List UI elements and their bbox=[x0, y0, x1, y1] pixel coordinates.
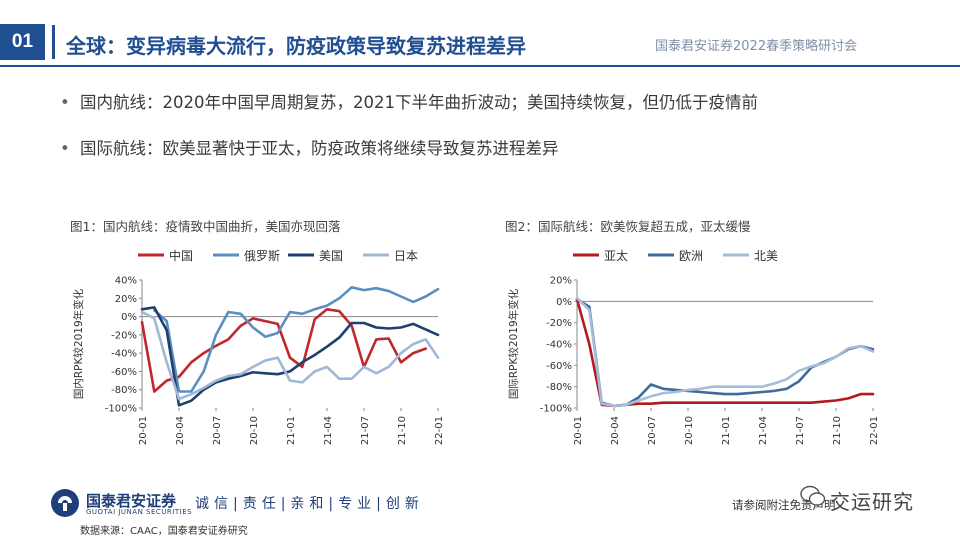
legend-label: 亚太 bbox=[604, 248, 628, 263]
figure-2-caption: 图2：国际航线：欧美恢复超五成，亚太缓慢 bbox=[505, 219, 751, 234]
company-slogan: 诚信|责任|亲和|专业|创新 bbox=[195, 496, 424, 512]
header-bar: 01 全球：变异病毒大流行，防疫政策导致复苏进程差异 国泰君安证券2022春季策… bbox=[0, 0, 960, 74]
y-tick-label: -80% bbox=[546, 382, 572, 393]
conference-tag: 国泰君安证券2022春季策略研讨会 bbox=[655, 39, 858, 54]
series-line bbox=[575, 296, 875, 408]
x-tick-label: 20-04 bbox=[610, 416, 621, 445]
y-tick-label: -40% bbox=[111, 349, 137, 360]
y-tick-label: 0% bbox=[556, 297, 572, 308]
section-number-badge: 01 bbox=[0, 24, 45, 60]
y-tick-label: 0% bbox=[121, 312, 137, 323]
y-tick-label: -20% bbox=[111, 330, 137, 341]
legend-label: 中国 bbox=[169, 248, 193, 263]
x-tick-label: 21-07 bbox=[360, 416, 371, 445]
x-tick-label: 21-07 bbox=[795, 416, 806, 445]
x-tick-label: 21-04 bbox=[323, 416, 334, 445]
series-line bbox=[575, 297, 875, 408]
page-title: 全球：变异病毒大流行，防疫政策导致复苏进程差异 bbox=[66, 34, 526, 58]
watermark-text: 交运研究 bbox=[830, 490, 914, 514]
series-line bbox=[140, 308, 427, 393]
legend-label: 欧洲 bbox=[679, 249, 703, 263]
x-tick-label: 22-01 bbox=[434, 416, 445, 445]
x-tick-label: 20-01 bbox=[573, 416, 584, 445]
bullet-dot-icon: • bbox=[60, 93, 70, 112]
y-tick-label: -60% bbox=[111, 367, 137, 378]
bullet-item: • 国内航线：2020年中国早周期复苏，2021下半年曲折波动；美国持续恢复，但仍… bbox=[60, 92, 758, 114]
bullet-text: 国内航线：2020年中国早周期复苏，2021下半年曲折波动；美国持续恢复，但仍低… bbox=[80, 93, 758, 112]
y-tick-label: -40% bbox=[546, 340, 572, 351]
bullet-item: • 国际航线：欧美显著快于亚太，防疫政策将继续导致复苏进程差异 bbox=[60, 138, 758, 160]
data-source-note: 数据来源：CAAC，国泰君安证券研究 bbox=[80, 526, 248, 537]
y-tick-label: -60% bbox=[546, 361, 572, 372]
x-tick-label: 20-04 bbox=[175, 416, 186, 445]
x-tick-label: 21-04 bbox=[758, 416, 769, 445]
x-tick-label: 21-01 bbox=[721, 416, 732, 445]
chart-international-rpk: 亚太 欧洲 北美 20% 0% -20% -40% -60% -80% -100% 国际RPK较20… bbox=[507, 248, 880, 445]
x-tick-label: 20-07 bbox=[212, 416, 223, 445]
bullet-list: • 国内航线：2020年中国早周期复苏，2021下半年曲折波动；美国持续恢复，但仍… bbox=[60, 92, 758, 184]
company-logo-icon bbox=[51, 489, 79, 517]
company-name: 国泰君安证券 bbox=[86, 492, 177, 510]
y-tick-label: 20% bbox=[115, 294, 137, 305]
y-tick-label: 20% bbox=[550, 276, 572, 287]
legend-label: 美国 bbox=[319, 249, 343, 263]
series-line bbox=[140, 306, 440, 407]
x-tick-label: 21-10 bbox=[397, 416, 408, 445]
y-tick-label: -20% bbox=[546, 318, 572, 329]
x-tick-label: 20-10 bbox=[249, 416, 260, 445]
legend-label: 北美 bbox=[754, 249, 778, 263]
series-line bbox=[575, 297, 875, 408]
header-divider bbox=[0, 65, 960, 67]
legend-label: 日本 bbox=[394, 249, 418, 263]
series-line bbox=[153, 286, 440, 393]
figure-1-caption: 图1：国内航线：疫情致中国曲折，美国亦现回落 bbox=[70, 219, 341, 234]
legend-label: 俄罗斯 bbox=[244, 249, 280, 263]
company-english-name: GUOTAI JUNAN SECURITIES bbox=[86, 508, 193, 516]
x-tick-label: 21-10 bbox=[832, 416, 843, 445]
y-tick-label: -100% bbox=[105, 404, 137, 415]
x-tick-label: 21-01 bbox=[286, 416, 297, 445]
chart-domestic-rpk: 中国 俄罗斯 美国 日本 40% 20% 0% -20% -40% -60% -80% -100% 国内… bbox=[72, 248, 445, 445]
wechat-icon bbox=[800, 485, 826, 506]
bullet-text: 国际航线：欧美显著快于亚太，防疫政策将继续导致复苏进程差异 bbox=[80, 139, 559, 158]
series-line bbox=[140, 310, 440, 401]
x-tick-label: 20-01 bbox=[138, 416, 149, 445]
y-axis-title: 国内RPK较2019年变化 bbox=[72, 288, 85, 399]
x-tick-label: 22-01 bbox=[869, 416, 880, 445]
title-accent-bar bbox=[52, 25, 55, 59]
y-tick-label: -100% bbox=[540, 404, 572, 415]
x-tick-label: 20-07 bbox=[647, 416, 658, 445]
y-tick-label: -80% bbox=[111, 385, 137, 396]
bullet-dot-icon: • bbox=[60, 139, 70, 158]
y-axis-title: 国际RPK较2019年变化 bbox=[507, 288, 520, 399]
y-tick-label: 40% bbox=[115, 276, 137, 287]
x-tick-label: 20-10 bbox=[684, 416, 695, 445]
